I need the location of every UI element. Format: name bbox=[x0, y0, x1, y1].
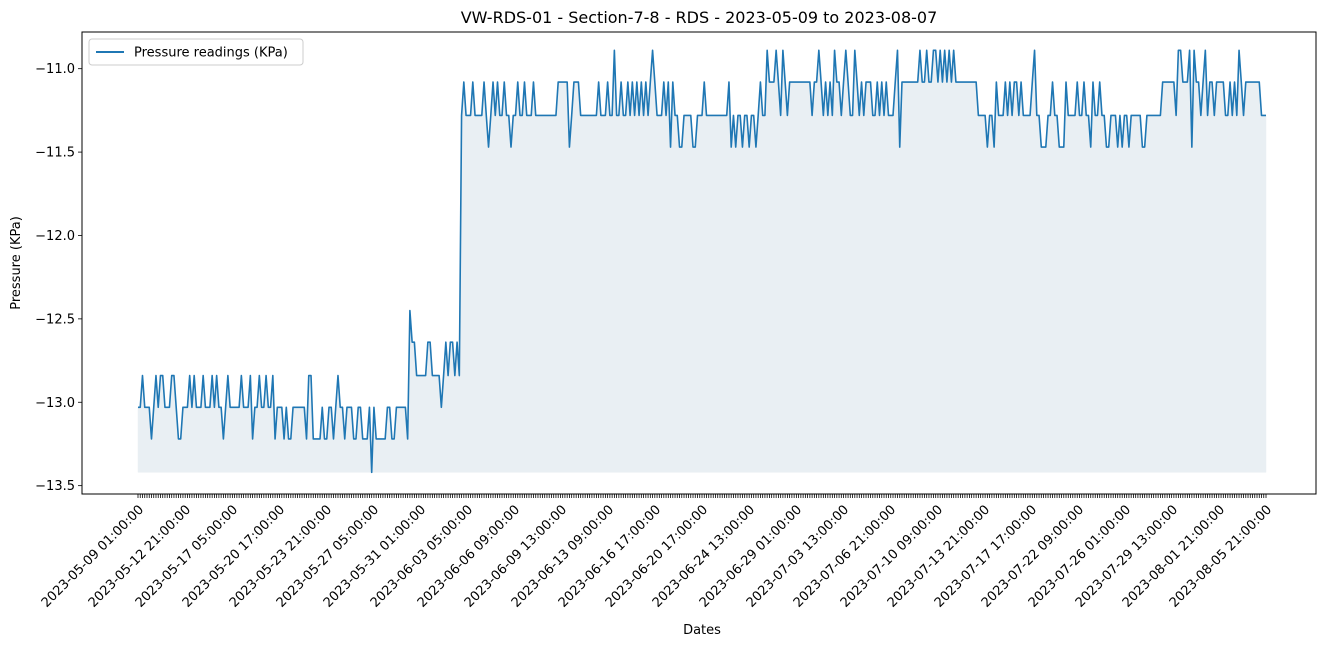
y-tick-label: −12.0 bbox=[35, 229, 75, 244]
plot-frame bbox=[81, 31, 1317, 495]
y-axis-label: Pressure (KPa) bbox=[9, 216, 24, 310]
y-tick-label: −13.0 bbox=[35, 396, 75, 411]
legend-box bbox=[88, 38, 304, 66]
x-axis-label: Dates bbox=[683, 623, 721, 638]
chart-title: VW-RDS-01 - Section-7-8 - RDS - 2023-05-… bbox=[461, 8, 938, 27]
y-tick-layer: −13.5 −13.0 −12.5 −12.0 −11.5 −11.0 bbox=[35, 62, 82, 494]
series-line-pressure-readings bbox=[138, 49, 1266, 474]
y-tick-label: −11.5 bbox=[35, 146, 75, 161]
y-tick-label: −11.0 bbox=[35, 62, 75, 77]
y-tick-label: −13.5 bbox=[35, 479, 75, 494]
y-tick-label: −12.5 bbox=[35, 312, 75, 327]
line-layer bbox=[138, 49, 1266, 474]
legend-label: Pressure readings (KPa) bbox=[134, 46, 288, 61]
legend: Pressure readings (KPa) bbox=[88, 38, 304, 66]
